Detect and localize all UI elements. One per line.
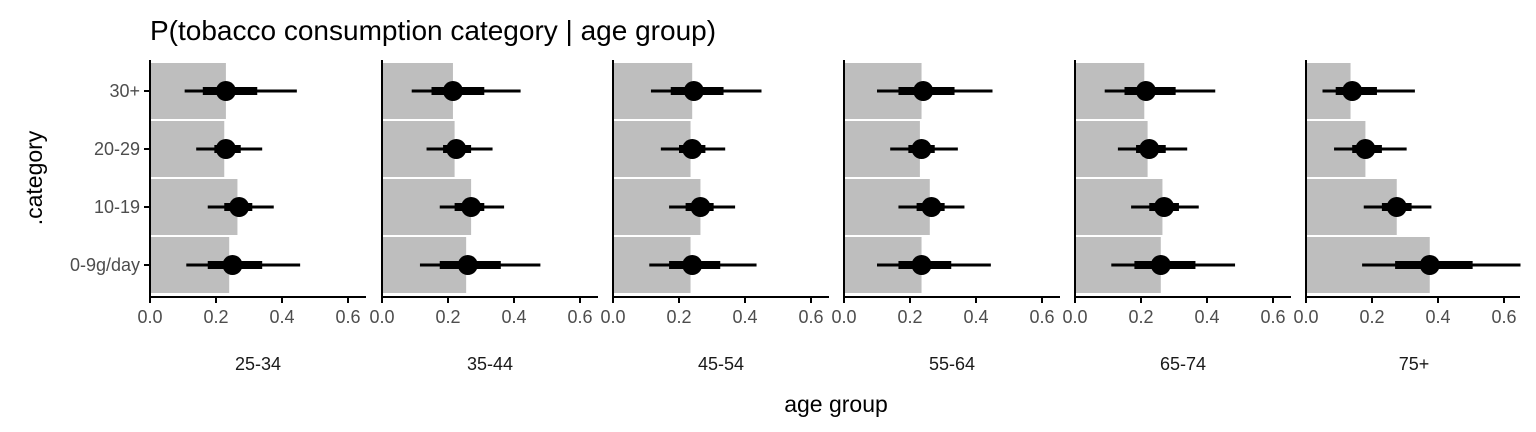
facet-label: 45-54 xyxy=(698,354,744,374)
x-tick-label: 0.4 xyxy=(963,307,988,327)
x-tick-label: 0.4 xyxy=(269,307,294,327)
facet-label: 75+ xyxy=(1399,354,1430,374)
point-estimate xyxy=(682,255,703,275)
facet-label: 55-64 xyxy=(929,354,975,374)
x-tick-label: 0.4 xyxy=(1194,307,1219,327)
x-tick-label: 0.6 xyxy=(1029,307,1054,327)
point-estimate xyxy=(229,197,250,217)
facet-panel: 0.0 0.2 0.4 0.6 35-44 xyxy=(369,60,598,374)
point-estimate xyxy=(1150,255,1171,275)
point-estimate xyxy=(446,139,467,159)
facet-label: 25-34 xyxy=(235,354,281,374)
x-tick-label: 0.4 xyxy=(1425,307,1450,327)
x-tick-label: 0.4 xyxy=(732,307,757,327)
x-tick-label: 0.2 xyxy=(1359,307,1384,327)
point-estimate xyxy=(683,81,704,101)
point-estimate xyxy=(1386,197,1407,217)
facet-panel: 0.0 0.2 0.4 0.6 25-34 xyxy=(137,60,366,374)
x-tick-label: 0.0 xyxy=(1293,307,1318,327)
point-estimate xyxy=(921,197,942,217)
x-tick-label: 0.0 xyxy=(600,307,625,327)
point-estimate xyxy=(682,139,703,159)
x-axis-title: age group xyxy=(784,391,888,417)
x-tick-label: 0.0 xyxy=(831,307,856,327)
y-axis-title: .category xyxy=(21,130,47,225)
y-tick-label: 20-29 xyxy=(94,139,140,159)
y-tick-label: 0-9g/day xyxy=(70,255,140,275)
x-tick-label: 0.6 xyxy=(567,307,592,327)
facet-panel: 0.0 0.2 0.4 0.6 45-54 xyxy=(600,60,829,374)
y-tick-label: 10-19 xyxy=(94,197,140,217)
point-estimate xyxy=(911,139,932,159)
point-estimate xyxy=(1355,139,1376,159)
x-tick-label: 0.0 xyxy=(1062,307,1087,327)
facet-panel: 0.0 0.2 0.4 0.6 75+ xyxy=(1293,60,1521,374)
point-estimate xyxy=(1342,81,1363,101)
point-estimate xyxy=(1135,81,1156,101)
x-tick-label: 0.2 xyxy=(1128,307,1153,327)
point-estimate xyxy=(1139,139,1160,159)
facet-label: 35-44 xyxy=(467,354,513,374)
x-tick-label: 0.6 xyxy=(335,307,360,327)
x-tick-label: 0.2 xyxy=(203,307,228,327)
x-tick-label: 0.0 xyxy=(137,307,162,327)
point-estimate xyxy=(215,81,236,101)
facet-label: 65-74 xyxy=(1160,354,1206,374)
x-tick-label: 0.0 xyxy=(369,307,394,327)
point-estimate xyxy=(913,81,934,101)
facet-panel: 0.0 0.2 0.4 0.6 55-64 xyxy=(831,60,1060,374)
x-tick-label: 0.2 xyxy=(666,307,691,327)
panels-layer: 0.0 0.2 0.4 0.6 25-34 0.0 0.2 0.4 0.6 35-44 0.0 0.2… xyxy=(70,60,1521,374)
x-tick-label: 0.6 xyxy=(798,307,823,327)
x-tick-label: 0.2 xyxy=(897,307,922,327)
point-estimate xyxy=(1419,255,1440,275)
point-estimate xyxy=(442,81,463,101)
point-estimate xyxy=(457,255,478,275)
point-estimate xyxy=(1154,197,1175,217)
x-tick-label: 0.4 xyxy=(501,307,526,327)
point-estimate xyxy=(911,255,932,275)
point-estimate xyxy=(690,197,711,217)
y-tick-label: 30+ xyxy=(109,81,140,101)
x-tick-label: 0.2 xyxy=(435,307,460,327)
chart-title: P(tobacco consumption category | age gro… xyxy=(150,15,716,46)
point-estimate xyxy=(461,197,482,217)
x-tick-label: 0.6 xyxy=(1491,307,1516,327)
point-estimate xyxy=(222,255,243,275)
x-tick-label: 0.6 xyxy=(1260,307,1285,327)
facet-panel: 0.0 0.2 0.4 0.6 65-74 xyxy=(1062,60,1291,374)
point-estimate xyxy=(215,139,236,159)
